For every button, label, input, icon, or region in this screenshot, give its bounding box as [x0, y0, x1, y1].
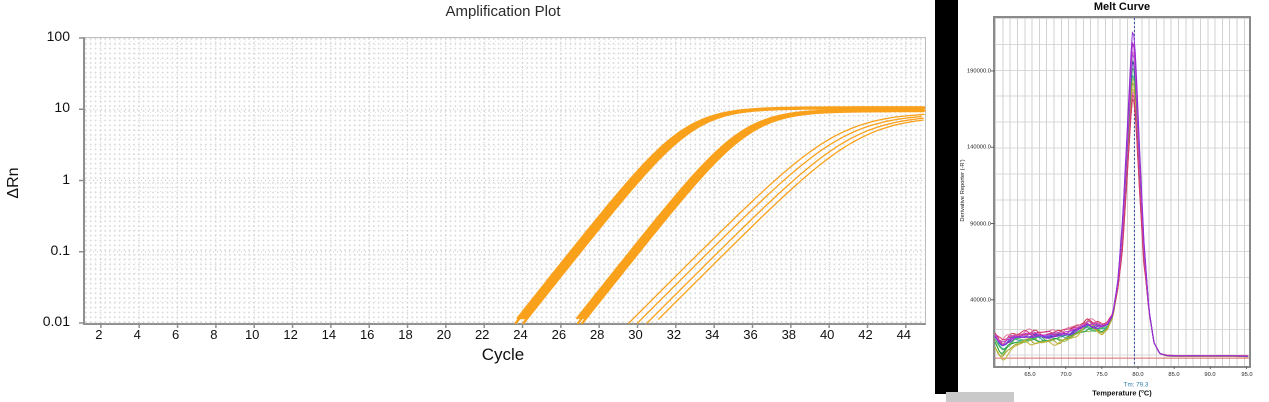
melt-x-tick-label: 70.0 — [1060, 371, 1072, 378]
melt-y-tick-labels: 190000.0 140000.0 90000.0 40000.0 — [940, 16, 991, 368]
amp-x-tick-label: 30 — [628, 327, 643, 342]
amplification-curve-replicate-group-1 — [520, 106, 926, 320]
melt-plot-area — [991, 16, 1251, 369]
amp-y-tick-label: 0.01 — [42, 313, 70, 329]
melt-curve-crimson — [994, 93, 1249, 357]
melt-curve-blue — [994, 53, 1249, 357]
melt-y-tick-label: 90000.0 — [970, 219, 991, 227]
melt-curve-orchid — [994, 50, 1249, 357]
amp-x-tick-label: 10 — [244, 327, 260, 342]
melt-x-tick-labels: 65.0 70.0 75.0 80.0 85.0 90.0 95.0 — [993, 371, 1252, 381]
melt-curve-teal — [994, 74, 1249, 357]
amplification-curve-replicate-group-2 — [576, 108, 924, 320]
amplification-curve-replicate-group-3 — [636, 115, 922, 324]
melt-x-tick-label: 90.0 — [1204, 371, 1216, 378]
panel-corner-fragment — [946, 392, 1014, 402]
amp-x-tick-label: 22 — [474, 327, 490, 342]
amp-x-tick-label: 36 — [743, 327, 758, 342]
amp-y-tick-label: 100 — [46, 28, 70, 44]
amplification-curve-replicate-group-1 — [514, 106, 924, 325]
amplification-y-tick-labels: 100 10 1 0.1 0.01 — [0, 28, 74, 329]
amplification-curve-replicate-group-3 — [646, 117, 924, 324]
melt-x-tick-label: 95.0 — [1240, 371, 1253, 378]
melt-curve-yellow — [994, 87, 1249, 361]
melt-x-tick-label: 85.0 — [1168, 371, 1180, 378]
amplification-plot-area — [79, 37, 926, 328]
amp-x-tick-label: 16 — [359, 327, 375, 342]
melt-curve-title: Melt Curve — [1093, 1, 1151, 13]
amp-x-tick-label: 8 — [210, 327, 218, 342]
amplification-x-axis-label: Cycle — [481, 345, 525, 364]
amp-x-tick-label: 14 — [321, 327, 337, 342]
amp-x-tick-label: 28 — [589, 327, 605, 342]
melt-x-tick-label: 75.0 — [1096, 371, 1108, 378]
melt-y-tick-label: 190000.0 — [966, 67, 991, 74]
amp-x-tick-label: 20 — [436, 327, 452, 342]
amp-y-tick-label: 0.1 — [50, 241, 70, 258]
amplification-curve-replicate-group-3 — [628, 113, 925, 324]
amp-x-tick-label: 26 — [551, 327, 567, 342]
amplification-curve-replicate-group-2 — [577, 110, 925, 325]
amplification-curve-replicate-group-1 — [522, 107, 924, 320]
melt-x-axis-label: Temperature (°C) — [1092, 389, 1152, 398]
melt-curve-light-green — [994, 77, 1249, 357]
amplification-curve-replicate-group-1 — [516, 106, 926, 320]
amplification-curve-replicate-group-1 — [524, 106, 926, 320]
melt-curve-purple — [994, 31, 1249, 357]
amp-x-tick-label: 2 — [95, 327, 103, 342]
melt-curve-medium-green — [994, 66, 1249, 357]
amplification-curve-replicate-group-1 — [522, 106, 924, 325]
melt-x-tick-label: 80.0 — [1132, 371, 1144, 378]
melt-y-tick-label: 40000.0 — [970, 296, 991, 303]
amp-x-tick-label: 24 — [513, 327, 528, 342]
amp-x-tick-label: 18 — [398, 327, 413, 342]
melt-y-tick-label: 140000.0 — [966, 143, 991, 150]
melt-curve-olive — [994, 81, 1249, 358]
amplification-curves-svg — [79, 37, 926, 328]
melt-curve-violet — [994, 43, 1249, 357]
amp-x-tick-label: 44 — [896, 327, 912, 342]
amp-x-tick-label: 34 — [704, 327, 720, 342]
amplification-title: Amplification Plot — [445, 3, 561, 20]
melt-curve-pink — [994, 90, 1249, 357]
melt-curve-indigo — [994, 60, 1249, 357]
amp-x-tick-label: 32 — [666, 327, 682, 342]
amplification-x-tick-labels: 2 4 6 8 10 12 14 16 18 20 22 24 26 28 30 32 34 36 38 40 42 44 — [83, 327, 923, 343]
melt-tm-annotation: Tm: 79.3 — [1123, 381, 1149, 389]
amp-x-tick-label: 38 — [781, 327, 797, 342]
amplification-curve-replicate-group-3 — [657, 119, 924, 320]
panel-black-strip — [935, 0, 958, 394]
melt-curves-svg — [991, 18, 1249, 369]
amp-x-tick-label: 42 — [858, 327, 873, 342]
melt-curve-green — [994, 59, 1249, 357]
amp-y-tick-label: 1 — [62, 170, 70, 187]
melt-curve-magenta — [994, 41, 1249, 357]
amp-x-tick-label: 12 — [283, 327, 298, 342]
amp-x-tick-label: 6 — [171, 327, 180, 342]
amp-x-tick-label: 4 — [133, 327, 141, 342]
amp-x-tick-label: 40 — [819, 327, 835, 342]
amplification-curve-replicate-group-2 — [581, 109, 925, 325]
melt-x-tick-label: 65.0 — [1023, 371, 1036, 378]
amp-y-tick-label: 10 — [54, 99, 70, 116]
